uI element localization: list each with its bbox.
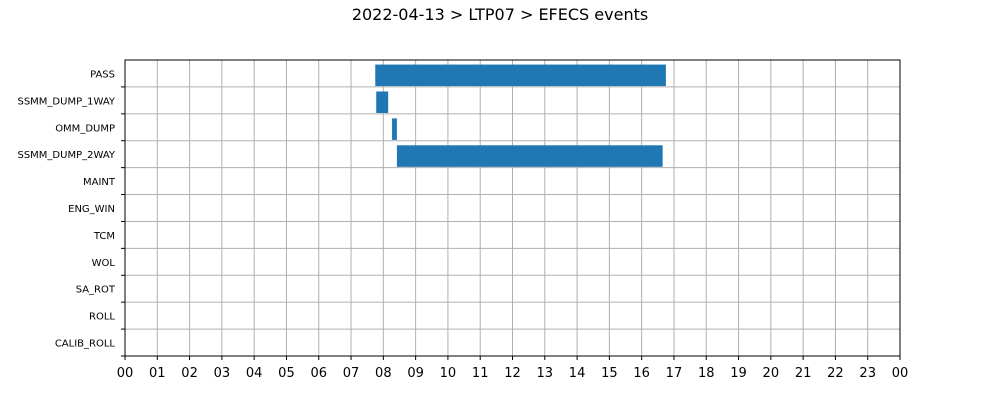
x-tick-label: 05: [278, 366, 295, 381]
x-tick-label: 03: [214, 366, 231, 381]
event-bar-ssmm-dump-2way: [396, 145, 663, 167]
x-tick-label: 12: [504, 366, 521, 381]
x-tick-label: 07: [343, 366, 360, 381]
y-axis: PASS SSMM_DUMP_1WAY OMM_DUMP SSMM_DUMP_2WAY…: [17, 69, 125, 357]
y-tick-label: SA_ROT: [76, 285, 116, 296]
y-tick-label: WOL: [92, 258, 116, 269]
x-tick-label: 04: [246, 366, 263, 381]
x-tick-label: 14: [569, 366, 586, 381]
event-bar-ssmm-dump-1way: [376, 91, 389, 114]
event-bar-pass: [375, 64, 666, 87]
event-bar-omm-dump: [392, 118, 397, 140]
y-tick-label: PASS: [90, 69, 115, 80]
grid-lines: [124, 60, 901, 356]
y-tick-label: TCM: [93, 231, 115, 242]
x-tick-label: 00: [117, 366, 134, 381]
x-tick-label: 22: [827, 366, 844, 381]
y-tick-label: MAINT: [83, 177, 116, 188]
y-tick-label: OMM_DUMP: [55, 123, 115, 134]
event-bars: [375, 64, 666, 167]
y-tick-label: ROLL: [89, 312, 115, 323]
y-tick-label: ENG_WIN: [68, 204, 115, 215]
x-tick-label: 15: [601, 366, 618, 381]
x-tick-label: 06: [310, 366, 327, 381]
x-tick-label: 02: [181, 366, 198, 381]
y-tick-label: CALIB_ROLL: [55, 339, 116, 350]
x-tick-label: 01: [149, 366, 166, 381]
x-tick-label: 09: [407, 366, 424, 381]
x-tick-label: 08: [375, 366, 392, 381]
x-tick-label: 00: [892, 366, 909, 381]
x-tick-label: 18: [698, 366, 715, 381]
x-tick-label: 17: [666, 366, 683, 381]
x-axis: 00 01 02 03 04 05 06 07 08 09 10 11 12 13 14 15 16 17 18 19…: [117, 356, 909, 381]
x-tick-label: 16: [633, 366, 650, 381]
x-tick-label: 20: [763, 366, 780, 381]
y-tick-label: SSMM_DUMP_1WAY: [17, 96, 115, 107]
x-tick-label: 13: [537, 366, 554, 381]
x-tick-label: 11: [472, 366, 489, 381]
y-tick-label: SSMM_DUMP_2WAY: [17, 150, 115, 161]
x-tick-label: 10: [440, 366, 457, 381]
x-tick-label: 21: [795, 366, 812, 381]
x-tick-label: 23: [859, 366, 876, 381]
x-tick-label: 19: [730, 366, 747, 381]
chart-title: 2022-04-13 > LTP07 > EFECS events: [351, 5, 649, 24]
